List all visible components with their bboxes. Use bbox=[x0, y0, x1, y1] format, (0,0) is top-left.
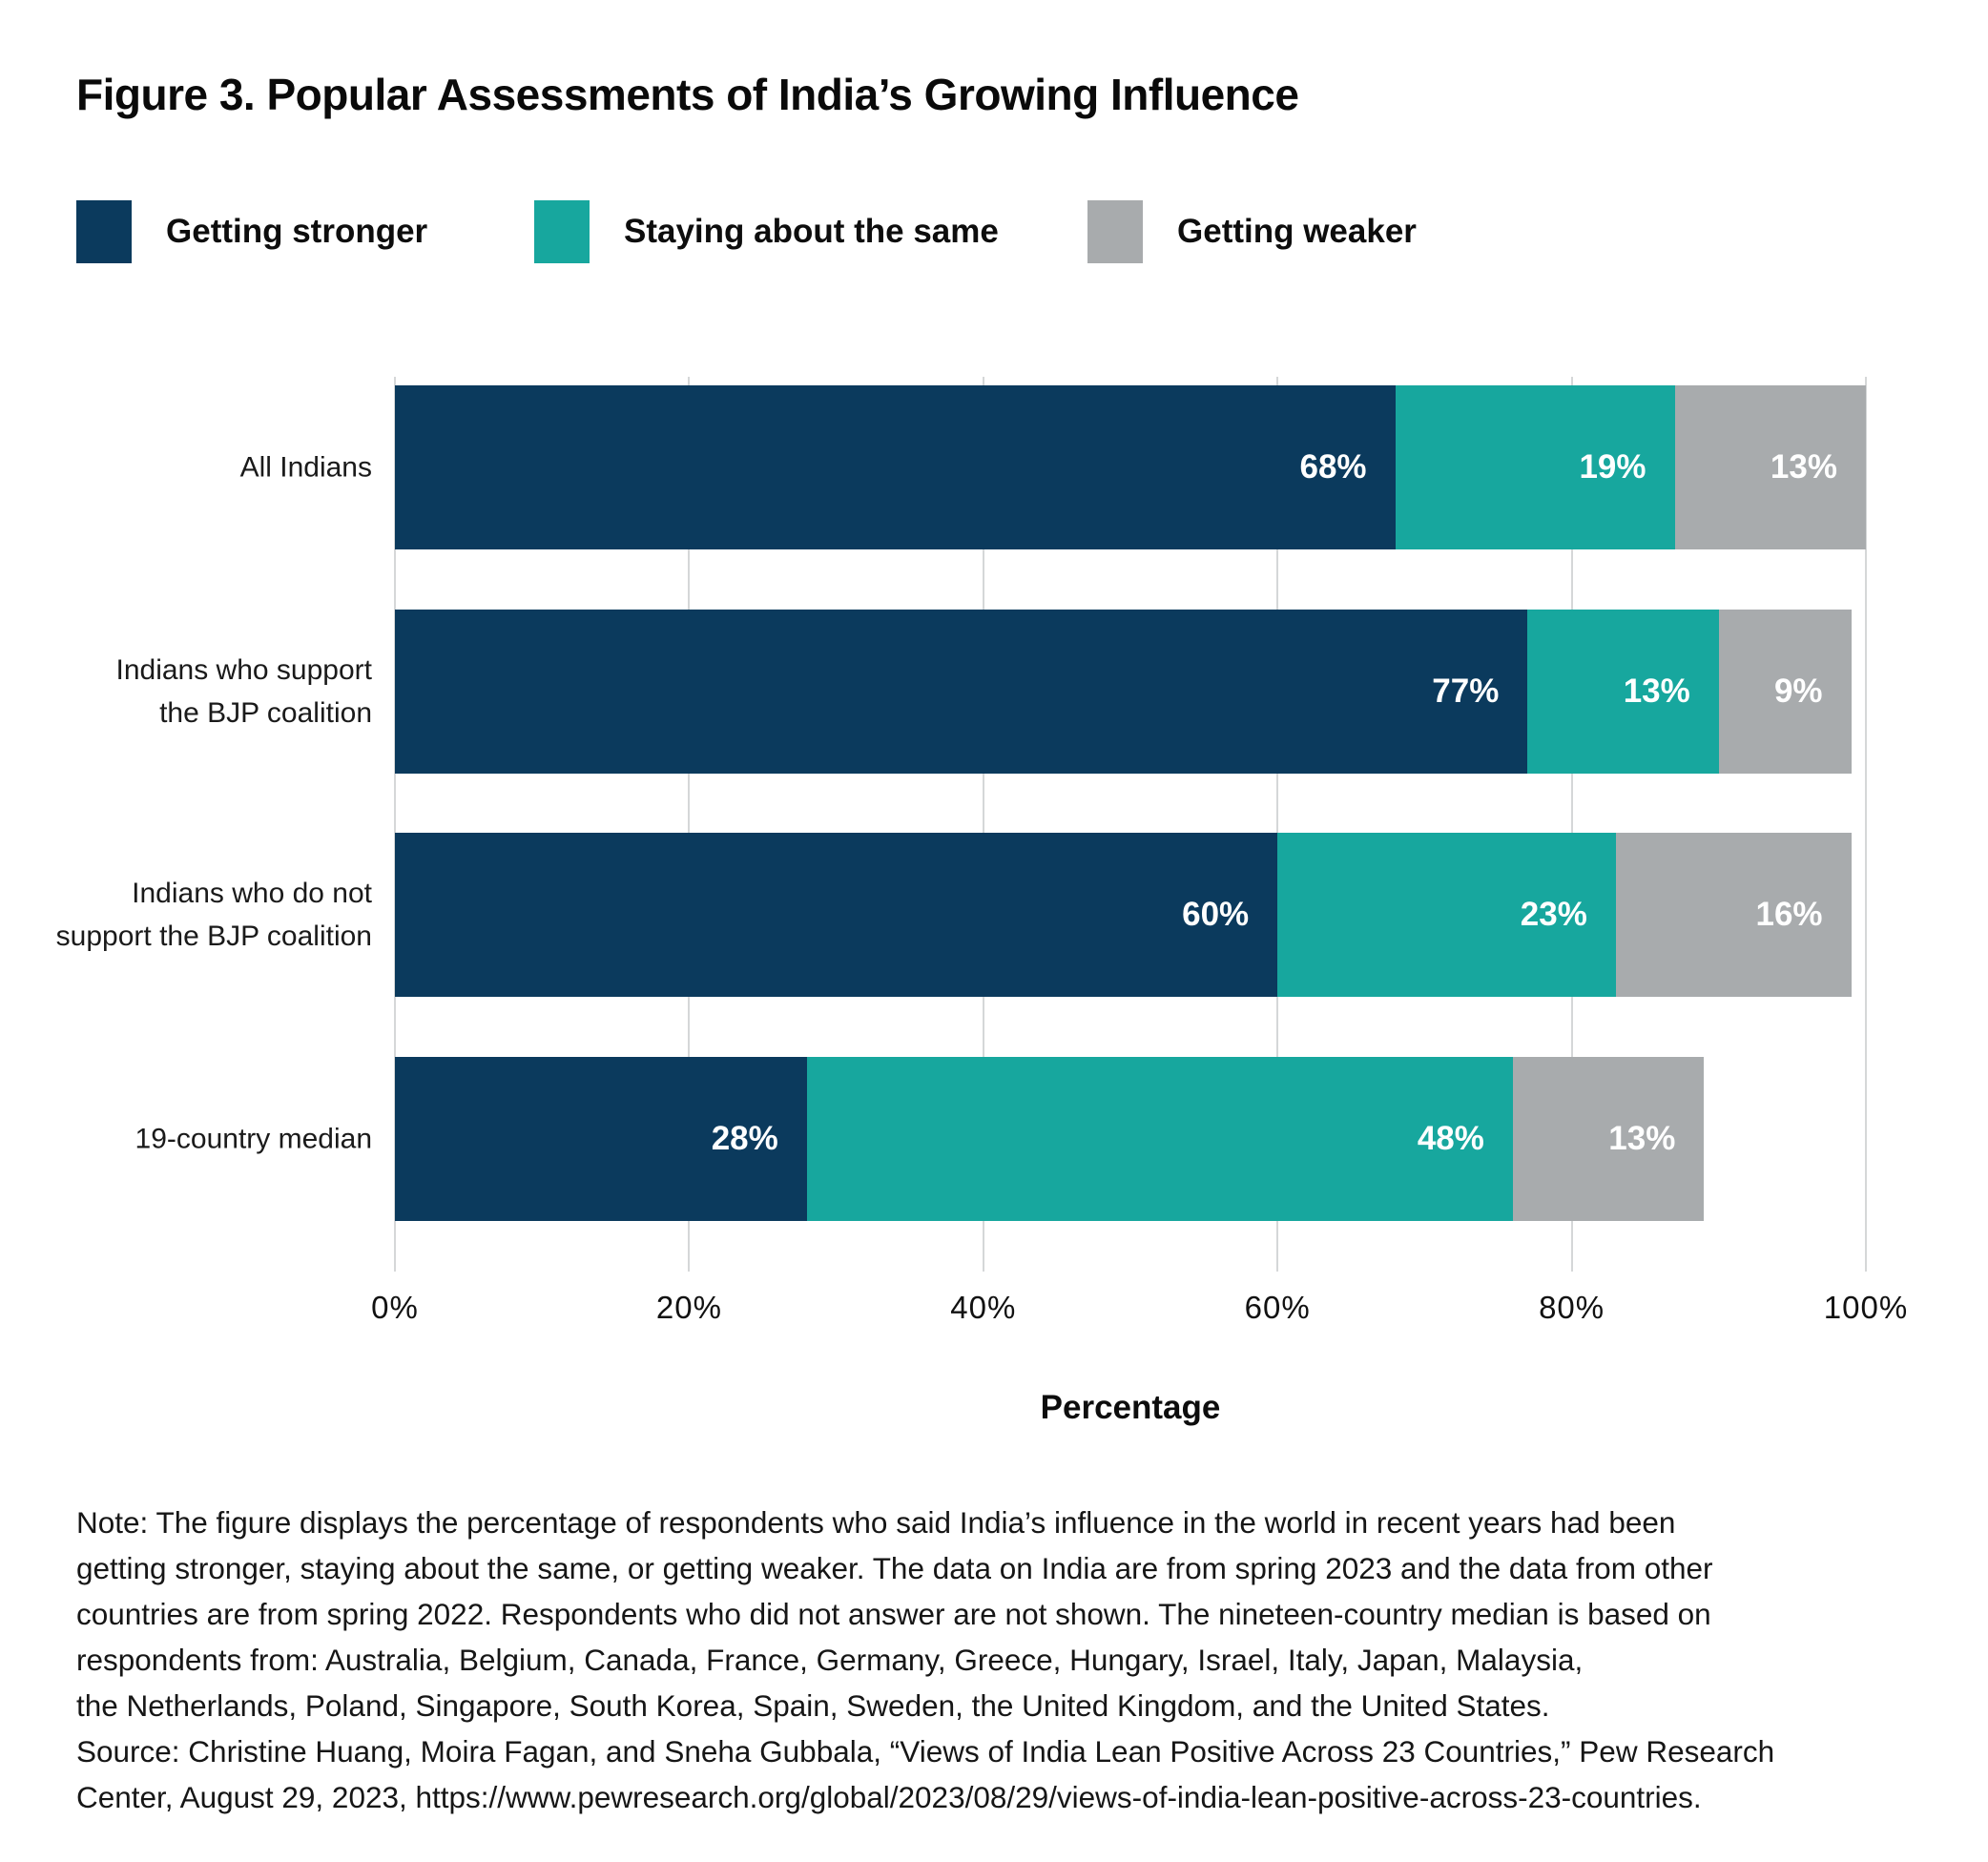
gridline-100 bbox=[1865, 377, 1867, 1272]
legend-swatch-getting-stronger bbox=[76, 200, 132, 263]
bar-row-all-indians: 68% 19% 13% bbox=[395, 385, 1866, 549]
value-label: 19% bbox=[1579, 448, 1646, 486]
x-tick-label-100: 100% bbox=[1823, 1290, 1909, 1325]
legend-swatch-getting-weaker bbox=[1087, 200, 1143, 263]
bar-segment-staying-about-the-same: 23% bbox=[1277, 833, 1616, 997]
x-tick-label-20: 20% bbox=[655, 1290, 722, 1325]
value-label: 77% bbox=[1432, 672, 1500, 710]
bar-row-indians-who-support: 77% 13% 9% bbox=[395, 610, 1866, 774]
bar-segment-getting-stronger: 68% bbox=[395, 385, 1396, 549]
value-label: 48% bbox=[1417, 1120, 1484, 1157]
value-label: 13% bbox=[1608, 1120, 1676, 1157]
bar-row-indians-who-do-not: 60% 23% 16% bbox=[395, 833, 1866, 997]
plot-area: 68% 19% 13% 77% 13% 9% 60% 23% 16% 28% 48% 13% bbox=[394, 377, 1867, 1272]
value-label: 68% bbox=[1299, 448, 1367, 486]
x-tick-label-40: 40% bbox=[950, 1290, 1017, 1325]
note-text: Note: The figure displays the percentage… bbox=[76, 1505, 1775, 1814]
value-label: 13% bbox=[1770, 448, 1837, 486]
legend-label-getting-stronger: Getting stronger bbox=[166, 213, 428, 250]
legend-swatch-staying-same bbox=[534, 200, 590, 263]
x-tick-label-80: 80% bbox=[1539, 1290, 1605, 1325]
category-label-indians-who-support: Indians who support the BJP coalition bbox=[115, 654, 372, 729]
value-label: 13% bbox=[1623, 672, 1690, 710]
bar-segment-staying-about-the-same: 48% bbox=[806, 1057, 1513, 1221]
x-tick-label-0: 0% bbox=[371, 1290, 419, 1325]
category-label-19-country-median: 19-country median bbox=[135, 1123, 372, 1155]
bar-segment-getting-weaker: 13% bbox=[1674, 385, 1866, 549]
legend-item-getting-stronger: Getting stronger bbox=[76, 200, 427, 263]
bar-segment-getting-weaker: 16% bbox=[1615, 833, 1852, 997]
legend-label-staying-same: Staying about the same bbox=[624, 213, 999, 250]
figure-title: Figure 3. Popular Assessments of India’s… bbox=[76, 70, 1299, 119]
value-label: 28% bbox=[711, 1120, 778, 1157]
value-label: 16% bbox=[1755, 896, 1823, 933]
gridline-40 bbox=[982, 377, 984, 1272]
gridline-60 bbox=[1276, 377, 1279, 1272]
bar-segment-getting-stronger: 28% bbox=[395, 1057, 807, 1221]
x-axis-title: Percentage bbox=[1040, 1389, 1221, 1426]
bar-segment-getting-stronger: 77% bbox=[395, 610, 1528, 774]
bar-segment-getting-stronger: 60% bbox=[395, 833, 1278, 997]
bar-segment-getting-weaker: 13% bbox=[1512, 1057, 1705, 1221]
bar-segment-staying-about-the-same: 13% bbox=[1527, 610, 1719, 774]
bar-segment-staying-about-the-same: 19% bbox=[1395, 385, 1675, 549]
legend-item-getting-weaker: Getting weaker bbox=[1087, 200, 1417, 263]
gridline-20 bbox=[688, 377, 691, 1272]
value-label: 9% bbox=[1773, 672, 1823, 710]
legend-item-staying-same: Staying about the same bbox=[534, 200, 999, 263]
category-label-all-indians: All Indians bbox=[239, 451, 372, 484]
legend-label-getting-weaker: Getting weaker bbox=[1177, 213, 1417, 250]
category-label-indians-who-do-not: Indians who do not support the BJP coali… bbox=[55, 878, 372, 952]
gridline-80 bbox=[1570, 377, 1573, 1272]
value-label: 23% bbox=[1520, 896, 1587, 933]
bar-segment-getting-weaker: 9% bbox=[1718, 610, 1852, 774]
gridline-0 bbox=[394, 377, 396, 1272]
x-tick-label-60: 60% bbox=[1244, 1290, 1311, 1325]
value-label: 60% bbox=[1182, 896, 1250, 933]
bar-row-19-country-median: 28% 48% 13% bbox=[395, 1057, 1866, 1221]
